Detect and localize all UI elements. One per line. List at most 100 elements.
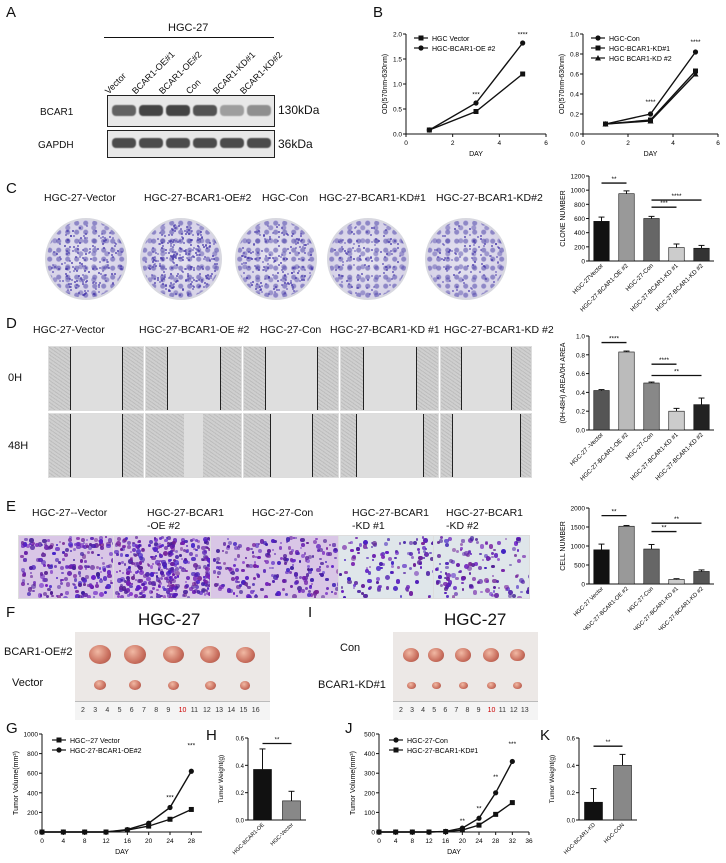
colony-dot [303,275,306,278]
colony-dot [58,237,61,240]
colony-dot [79,227,82,230]
colony-label: HGC-Con [262,192,309,204]
colony-dot [210,276,212,279]
transwell-cell [62,557,65,561]
transwell-cell [60,578,64,582]
transwell-cell [167,559,171,562]
data-point [473,109,479,114]
ruler-number: 16 [251,707,260,714]
transwell-cell [48,564,53,570]
colony-dot [170,243,173,246]
colony-dot [249,281,252,284]
colony-dot [101,269,104,272]
transwell-cell [92,595,96,598]
transwell-cell [445,561,450,566]
transwell-cell [304,556,309,561]
colony-dot [388,266,391,269]
transwell-cell [118,585,123,590]
transwell-cell [239,590,244,595]
transwell-cell [65,591,69,595]
data-point [82,829,88,835]
ruler-number: 2 [81,707,85,714]
colony-dot [298,279,301,282]
transwell-cell [314,589,319,595]
transwell-cell [135,585,141,591]
colony-dot [277,289,280,292]
transwell-cell [318,572,322,575]
wound-edge-left [461,347,463,410]
transwell-cell [147,563,150,566]
transwell-cell [302,575,307,581]
panel-letter-h: H [206,727,217,744]
transwell-cell [145,572,150,577]
colony-dot [59,256,62,259]
colony-dot [107,261,110,264]
colony-dot [298,245,301,248]
transwell-cell [402,563,407,569]
colony-dot [69,235,72,238]
colony-dot [190,266,193,269]
y-tick-label: 200 [364,790,375,797]
data-point [60,829,66,835]
transwell-cell [464,563,469,569]
colony-dot [290,279,293,282]
colony-dot [179,240,182,243]
colony-dot [353,257,356,260]
colony-dot [157,253,160,256]
y-tick-label: 0.0 [236,819,245,825]
transwell-cell [348,541,351,545]
colony-dot [359,259,362,262]
tumors-f-row-1: Vector [12,677,44,689]
colony-dot [466,264,469,267]
y-tick-label: 0 [581,582,585,589]
colony-dot [268,293,271,296]
transwell-cell [127,567,130,570]
wound-edge-right [121,347,123,410]
transwell-cell [237,580,240,584]
transwell-cell [106,543,111,549]
colony-dot [86,289,89,292]
colony-dot [294,247,297,250]
colony-dot [177,225,180,228]
transwell-cell [387,538,390,541]
transwell-cell [492,578,497,584]
colony-dot [92,245,95,248]
colony-dot [288,282,291,285]
significance-label: *** [166,795,174,802]
colony-dot [391,252,394,255]
colony-dot [85,279,88,282]
legend-marker [393,747,399,753]
y-tick-label: 200 [27,810,38,817]
wound-tile [340,346,439,411]
colony-dot [389,237,392,240]
transwell-cell [54,565,58,568]
transwell-cell [451,595,455,598]
transwell-cell [102,561,106,565]
data-point [509,758,515,765]
transwell-cell [159,570,164,575]
transwell-cell [253,564,258,569]
transwell-cell [153,547,159,553]
colony-dot [212,243,215,246]
transwell-cell [171,595,177,598]
transwell-cell [23,558,27,562]
colony-dot [83,292,86,295]
transwell-cell [285,567,290,572]
transwell-cell [425,547,428,550]
transwell-cell [285,570,289,574]
colony-dot [294,276,297,279]
colony-dot [80,279,83,282]
transwell-cell [131,548,136,553]
ruler-number: 9 [166,707,171,714]
transwell-cell [208,548,211,552]
transwell-cell [183,558,187,561]
transwell-cell [421,545,426,550]
transwell-cell [62,550,66,554]
transwell-cell [67,571,73,577]
transwell-cell [208,592,211,597]
colony-dot [196,253,199,256]
colony-dot [256,267,259,269]
transwell-cell [326,586,330,590]
transwell-cell [343,570,348,575]
transwell-cell [107,570,112,575]
